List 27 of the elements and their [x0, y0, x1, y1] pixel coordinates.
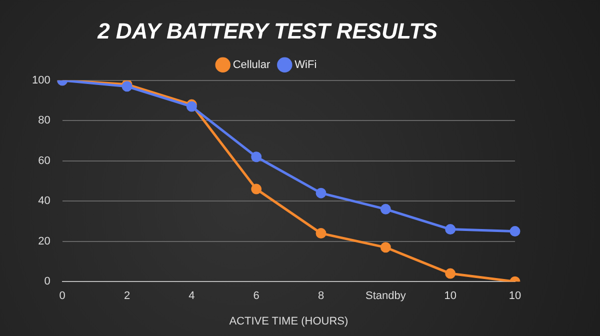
x-tick-label: 10 — [444, 290, 456, 302]
point — [380, 242, 391, 253]
point — [316, 188, 326, 198]
y-tick-label: 40 — [38, 195, 50, 208]
y-tick-label: 20 — [38, 235, 50, 248]
x-tick-label: Standby — [365, 290, 406, 302]
legend-label: WiFi — [294, 58, 317, 71]
point — [445, 224, 456, 235]
y-tick-label: 100 — [32, 74, 50, 86]
x-tick-label: 2 — [124, 290, 130, 302]
x-tick-label: 4 — [188, 290, 195, 302]
y-tick-label: 80 — [38, 114, 50, 127]
legend-label: Cellular — [232, 58, 270, 71]
y-tick-label: 60 — [38, 154, 50, 167]
point — [251, 152, 262, 162]
point — [316, 228, 326, 239]
point — [251, 184, 262, 194]
x-tick-label: 6 — [253, 290, 260, 302]
chart-title: 2 DAY BATTERY TEST RESULTS — [96, 18, 438, 44]
x-tick-label: 0 — [59, 290, 66, 302]
point — [380, 204, 391, 214]
x-tick-label: 8 — [318, 290, 324, 302]
x-tick-label: 10 — [508, 290, 522, 302]
x-axis-title: ACTIVE TIME (HOURS) — [229, 315, 348, 328]
point — [510, 226, 520, 237]
point — [445, 268, 456, 279]
y-tick-label: 0 — [44, 276, 50, 288]
